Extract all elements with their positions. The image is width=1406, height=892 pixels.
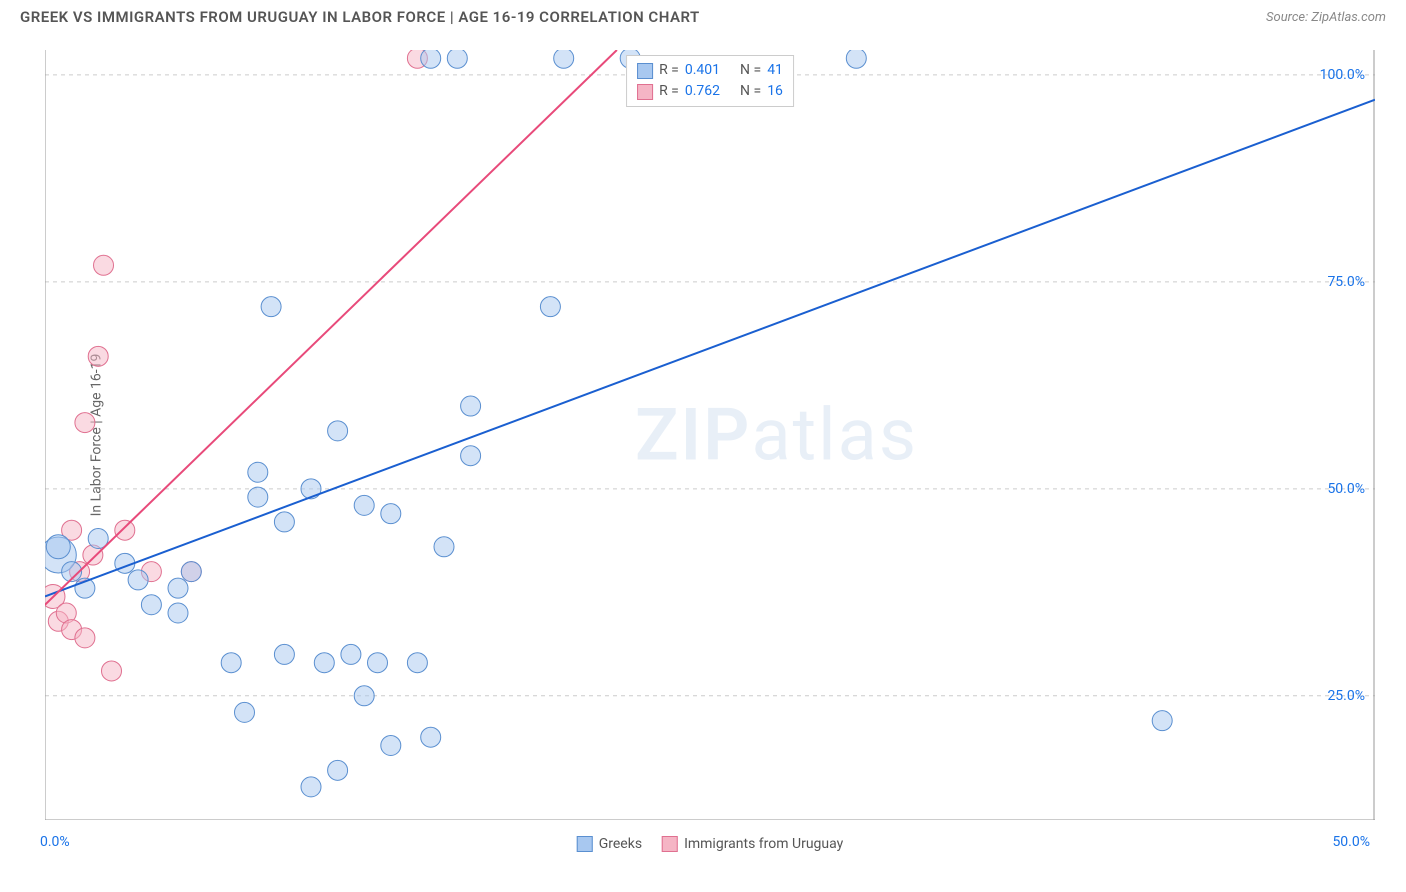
y-tick-label: 75.0% (1327, 274, 1365, 290)
source-attribution: Source: ZipAtlas.com (1266, 10, 1386, 25)
greeks-swatch-icon (637, 63, 653, 79)
correlation-row-greeks: R = 0.401 N = 41 (637, 60, 783, 81)
chart-header: GREEK VS IMMIGRANTS FROM URUGUAY IN LABO… (0, 0, 1406, 34)
greeks-swatch-icon (577, 836, 593, 852)
y-tick-label: 50.0% (1327, 481, 1365, 497)
legend-item-greeks: Greeks (577, 836, 642, 852)
correlation-row-uruguay: R = 0.762 N = 16 (637, 81, 783, 102)
x-tick-label-min: 0.0% (40, 834, 70, 850)
scatter-plot (45, 50, 1375, 820)
y-tick-label: 100.0% (1320, 67, 1365, 83)
chart-container: In Labor Force | Age 16-19 ZIPatlas R = … (45, 50, 1375, 820)
y-tick-label: 25.0% (1327, 688, 1365, 704)
legend-item-uruguay: Immigrants from Uruguay (662, 836, 843, 852)
chart-title: GREEK VS IMMIGRANTS FROM URUGUAY IN LABO… (20, 8, 700, 26)
uruguay-swatch-icon (637, 84, 653, 100)
uruguay-swatch-icon (662, 836, 678, 852)
correlation-legend: R = 0.401 N = 41 R = 0.762 N = 16 (626, 55, 794, 107)
series-legend: Greeks Immigrants from Uruguay (577, 836, 844, 852)
x-tick-label-max: 50.0% (1332, 834, 1370, 850)
